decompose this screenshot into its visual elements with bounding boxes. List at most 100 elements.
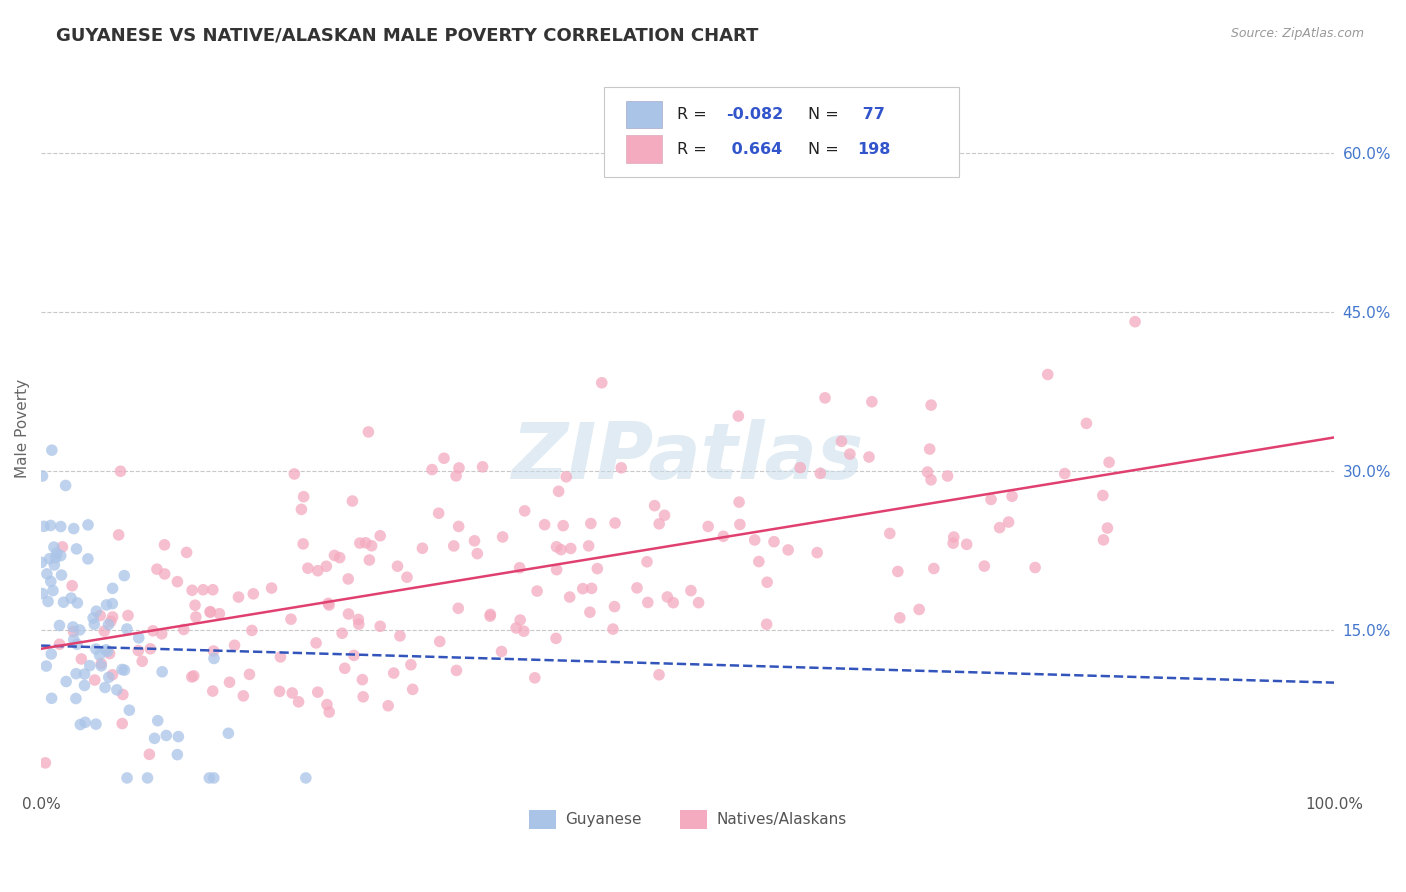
Point <box>942 536 965 550</box>
Point <box>533 517 555 532</box>
Point <box>127 643 149 657</box>
Point <box>806 546 828 560</box>
Point <box>101 667 124 681</box>
Bar <box>626 136 662 163</box>
Point <box>357 425 380 439</box>
Point <box>98 647 121 661</box>
Point <box>814 391 837 405</box>
Text: N =: N = <box>808 107 844 122</box>
Point <box>287 695 309 709</box>
Point <box>224 638 246 652</box>
Point <box>917 465 939 479</box>
Point <box>330 626 353 640</box>
Point <box>586 561 609 575</box>
Point <box>387 559 409 574</box>
Point <box>90 657 112 671</box>
Point <box>155 729 177 743</box>
Point <box>111 663 134 677</box>
Point <box>558 590 581 604</box>
Point <box>908 602 931 616</box>
Point <box>889 611 911 625</box>
Point <box>208 607 231 621</box>
Point <box>183 669 205 683</box>
Point <box>49 549 72 563</box>
Point <box>603 599 626 614</box>
Point <box>62 624 84 639</box>
Point <box>579 516 602 531</box>
Point <box>755 617 778 632</box>
Point <box>1123 315 1146 329</box>
Point <box>69 717 91 731</box>
Point <box>136 771 159 785</box>
Point <box>82 611 104 625</box>
Point <box>343 648 366 663</box>
Point <box>316 596 339 610</box>
Point <box>560 541 582 556</box>
Point <box>45 546 67 560</box>
Point <box>571 582 593 596</box>
Point <box>94 642 117 657</box>
Point <box>201 582 224 597</box>
Point <box>202 651 225 665</box>
Point <box>114 663 136 677</box>
Point <box>110 464 132 478</box>
Point <box>75 715 97 730</box>
Point <box>997 515 1019 529</box>
Text: 0.664: 0.664 <box>727 142 783 157</box>
Point <box>166 747 188 762</box>
Point <box>860 394 883 409</box>
Point <box>62 620 84 634</box>
Point <box>86 604 108 618</box>
Point <box>509 613 531 627</box>
Point <box>648 667 671 681</box>
Point <box>65 666 87 681</box>
Point <box>131 654 153 668</box>
Point <box>118 703 141 717</box>
Point <box>1053 467 1076 481</box>
Point <box>292 490 315 504</box>
Point <box>513 624 536 639</box>
Point <box>920 398 942 412</box>
Point <box>553 518 575 533</box>
Point <box>491 530 513 544</box>
Point <box>138 747 160 762</box>
Point <box>1001 489 1024 503</box>
Point <box>281 686 304 700</box>
Point <box>368 529 391 543</box>
Point <box>115 622 138 636</box>
Point <box>744 533 766 547</box>
Point <box>509 560 531 574</box>
Point <box>411 541 433 556</box>
Point <box>354 536 377 550</box>
Point <box>808 467 831 481</box>
Point <box>1097 521 1119 535</box>
Point <box>429 634 451 648</box>
Point <box>973 559 995 574</box>
Point <box>153 566 176 581</box>
Point <box>55 478 77 492</box>
Point <box>143 731 166 746</box>
Point <box>579 605 602 619</box>
Point <box>333 661 356 675</box>
Point <box>228 590 250 604</box>
Point <box>352 690 374 704</box>
Point <box>84 717 107 731</box>
Point <box>447 519 470 533</box>
Point <box>505 621 527 635</box>
Point <box>269 684 291 698</box>
Point <box>433 451 456 466</box>
Point <box>292 537 315 551</box>
Point <box>96 598 118 612</box>
Point <box>101 582 124 596</box>
Point <box>830 434 852 449</box>
Point <box>94 681 117 695</box>
Text: 77: 77 <box>858 107 884 122</box>
Point <box>748 555 770 569</box>
Point <box>395 570 418 584</box>
Point <box>465 547 488 561</box>
Point <box>77 552 100 566</box>
Point <box>128 631 150 645</box>
Point <box>578 539 600 553</box>
Point <box>988 521 1011 535</box>
Point <box>173 623 195 637</box>
